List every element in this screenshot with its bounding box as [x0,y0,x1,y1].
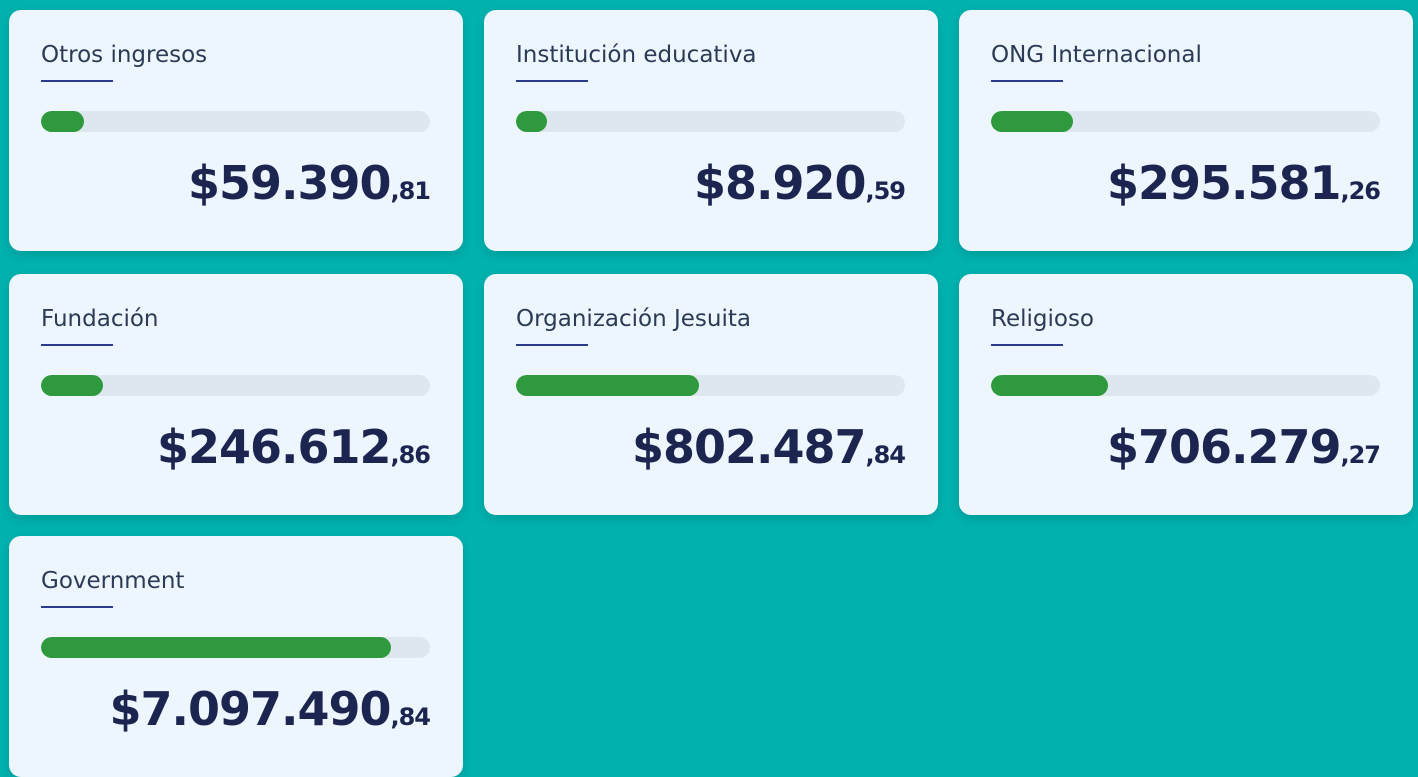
amount-main: $59.390 [187,156,392,210]
amount-cents: ,26 [1340,177,1381,205]
amount-cents: ,84 [865,441,906,469]
label-underline [991,344,1063,346]
amount-cents: ,86 [390,441,431,469]
progress-fill [991,111,1073,132]
label-underline [41,344,113,346]
progress-fill [41,637,392,658]
label-underline [516,80,588,82]
amount-cents: ,81 [390,177,431,205]
label-underline [41,80,113,82]
amount: $59.390,81 [187,156,431,210]
amount: $706.279,27 [1106,420,1381,474]
progress-track [41,111,430,132]
amount-main: $706.279 [1106,420,1342,474]
category-card: Religioso $706.279,27 [959,274,1413,515]
category-card: Otros ingresos $59.390,81 [9,10,463,251]
category-card: ONG Internacional $295.581,26 [959,10,1413,251]
progress-track [41,637,430,658]
amount-main: $802.487 [631,420,867,474]
amount-cents: ,59 [865,177,906,205]
category-card: Government $7.097.490,84 [9,536,463,777]
progress-fill [516,111,548,132]
progress-track [991,111,1380,132]
amount: $246.612,86 [156,420,431,474]
progress-fill [41,375,104,396]
card-label: Government [41,568,185,594]
card-label: Fundación [41,306,159,332]
category-card: Organización Jesuita $802.487,84 [484,274,938,515]
category-card: Fundación $246.612,86 [9,274,463,515]
amount-main: $7.097.490 [109,682,391,736]
amount-main: $246.612 [156,420,392,474]
label-underline [991,80,1063,82]
card-label: Organización Jesuita [516,306,751,332]
progress-fill [516,375,699,396]
amount: $7.097.490,84 [109,682,431,736]
amount: $295.581,26 [1106,156,1381,210]
amount-cents: ,27 [1340,441,1381,469]
progress-track [516,111,905,132]
amount-main: $295.581 [1106,156,1342,210]
card-label: ONG Internacional [991,42,1202,68]
card-label: Otros ingresos [41,42,208,68]
label-underline [516,344,588,346]
progress-track [41,375,430,396]
amount-main: $8.920 [693,156,867,210]
progress-fill [41,111,84,132]
amount: $802.487,84 [631,420,906,474]
label-underline [41,606,113,608]
progress-track [991,375,1380,396]
amount-cents: ,84 [390,703,431,731]
progress-track [516,375,905,396]
amount: $8.920,59 [693,156,906,210]
category-card: Institución educativa $8.920,59 [484,10,938,251]
card-label: Institución educativa [516,42,757,68]
progress-fill [991,375,1108,396]
card-label: Religioso [991,306,1094,332]
